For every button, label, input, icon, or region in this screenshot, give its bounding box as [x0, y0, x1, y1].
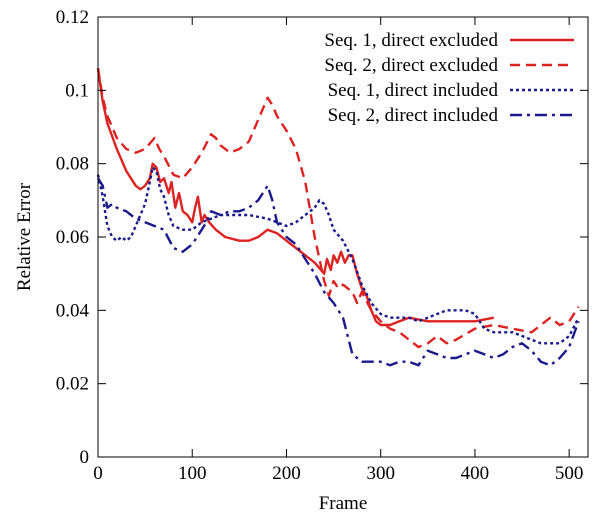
- x-axis-label: Frame: [319, 493, 368, 514]
- x-tick-label: 100: [178, 463, 207, 484]
- axis-ticks: 0 100 200 300 400 500 0 0.02 0.04 0.06 0.08 0.1 0.12: [56, 7, 588, 484]
- y-tick-label: 0.08: [56, 154, 89, 175]
- y-axis-label: Relative Error: [14, 182, 35, 291]
- x-tick-label: 0: [93, 463, 103, 484]
- x-tick-label: 400: [461, 463, 490, 484]
- y-tick-label: 0.02: [56, 374, 89, 395]
- legend-label-3: Seq. 1, direct included: [328, 80, 499, 101]
- legend-label-1: Seq. 1, direct excluded: [324, 30, 498, 51]
- plot-series: [96, 68, 580, 367]
- series-line-1: [96, 68, 495, 327]
- y-tick-label: 0.04: [56, 300, 90, 321]
- y-tick-label: 0: [80, 447, 90, 468]
- x-tick-label: 200: [272, 463, 301, 484]
- series-line-4: [96, 177, 580, 367]
- y-tick-label: 0.06: [56, 227, 89, 248]
- x-tick-label: 300: [366, 463, 395, 484]
- x-tick-label: 500: [555, 463, 584, 484]
- legend-label-4: Seq. 2, direct included: [328, 105, 499, 126]
- y-tick-label: 0.1: [65, 80, 89, 101]
- y-tick-label: 0.12: [56, 7, 89, 28]
- series-line-3: [96, 166, 580, 345]
- legend-label-2: Seq. 2, direct excluded: [324, 55, 498, 76]
- legend: Seq. 1, direct excluded Seq. 2, direct ex…: [324, 30, 574, 126]
